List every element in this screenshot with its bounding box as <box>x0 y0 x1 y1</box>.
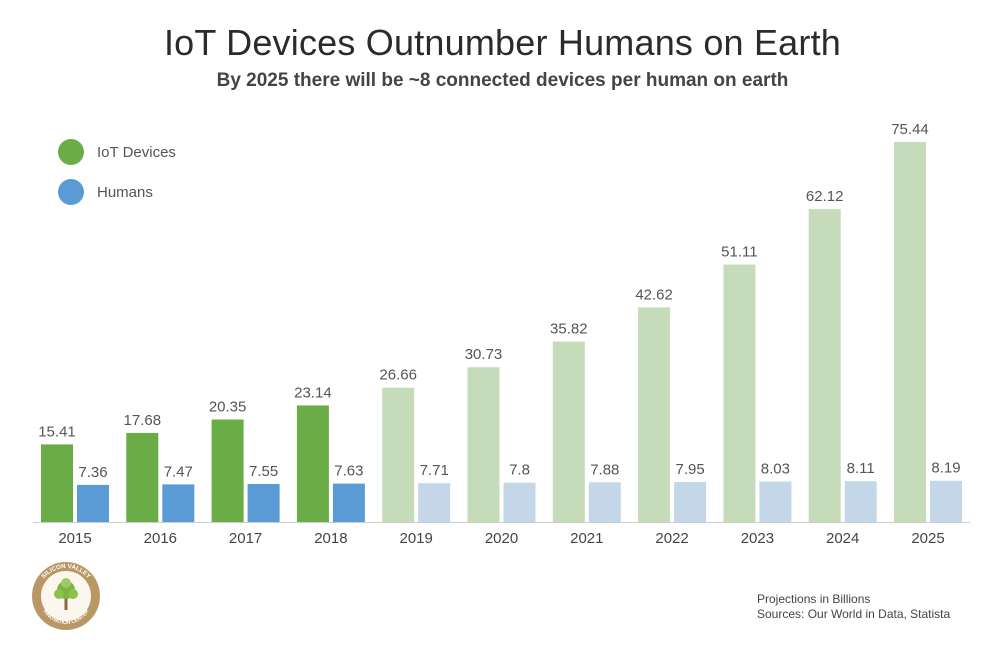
legend: IoT Devices Humans <box>58 137 176 217</box>
data-label-humans-2021: 7.88 <box>590 461 619 478</box>
data-label-humans-2016: 7.47 <box>164 463 193 480</box>
x-tick-label-2023: 2023 <box>741 530 774 547</box>
bar-iot-2020 <box>467 367 500 522</box>
bar-humans-2016 <box>162 484 195 522</box>
x-tick-label-2025: 2025 <box>911 530 944 547</box>
bar-iot-2023 <box>723 264 756 522</box>
data-label-humans-2019: 7.71 <box>420 462 449 479</box>
data-label-iot-2020: 30.73 <box>465 346 503 363</box>
data-label-humans-2020: 7.8 <box>509 462 530 479</box>
data-label-humans-2017: 7.55 <box>249 463 278 480</box>
x-tick-label-2020: 2020 <box>485 530 518 547</box>
data-label-iot-2024: 62.12 <box>806 188 844 205</box>
x-tick-label-2018: 2018 <box>314 530 347 547</box>
bar-humans-2025 <box>930 480 962 522</box>
x-tick-label-2015: 2015 <box>58 530 91 547</box>
data-label-humans-2025: 8.19 <box>931 460 960 477</box>
x-tick-label-2019: 2019 <box>400 530 433 547</box>
footer-sources: Sources: Our World in Data, Statista <box>757 607 951 621</box>
bar-humans-2017 <box>247 483 280 522</box>
x-tick-label-2024: 2024 <box>826 530 859 547</box>
x-tick-label-2022: 2022 <box>655 530 688 547</box>
bar-humans-2021 <box>588 482 621 522</box>
data-label-humans-2022: 7.95 <box>675 461 704 478</box>
bar-iot-2024 <box>808 209 841 523</box>
bar-humans-2024 <box>844 481 877 522</box>
data-label-iot-2022: 42.62 <box>635 286 673 303</box>
data-label-iot-2016: 17.68 <box>124 412 162 429</box>
bar-humans-2022 <box>674 481 707 522</box>
data-label-iot-2019: 26.66 <box>379 367 417 384</box>
legend-swatch-humans <box>58 179 84 205</box>
data-label-iot-2023: 51.11 <box>721 244 757 261</box>
data-label-iot-2017: 20.35 <box>209 398 247 415</box>
x-tick-label-2021: 2021 <box>570 530 603 547</box>
logo: SILICON VALLEY INNOVATION CENTER <box>32 562 100 630</box>
data-label-humans-2024: 8.11 <box>847 460 875 477</box>
bar-humans-2018 <box>332 483 365 522</box>
legend-item-iot: IoT Devices <box>58 137 176 167</box>
chart-title: IoT Devices Outnumber Humans on Earth <box>163 22 842 63</box>
bar-iot-2019 <box>382 387 415 522</box>
legend-item-humans: Humans <box>58 177 176 207</box>
data-label-humans-2015: 7.36 <box>78 464 107 481</box>
legend-swatch-iot <box>58 139 84 165</box>
data-label-iot-2018: 23.14 <box>294 384 332 401</box>
bar-iot-2025 <box>894 142 926 522</box>
data-label-humans-2018: 7.63 <box>334 463 363 480</box>
bar-humans-2023 <box>759 481 792 522</box>
bar-humans-2020 <box>503 482 536 522</box>
x-tick-label-2016: 2016 <box>144 530 177 547</box>
legend-label-iot: IoT Devices <box>97 143 176 161</box>
data-label-iot-2025: 75.44 <box>891 121 929 138</box>
chart-subtitle: By 2025 there will be ~8 connected devic… <box>216 70 789 91</box>
bar-iot-2022 <box>638 307 671 522</box>
bar-iot-2015 <box>41 444 73 522</box>
bar-iot-2017 <box>211 419 244 522</box>
data-label-iot-2021: 35.82 <box>550 321 588 338</box>
x-tick-label-2017: 2017 <box>229 530 262 547</box>
bar-iot-2021 <box>552 341 585 522</box>
data-label-iot-2015: 15.41 <box>38 423 76 440</box>
bar-iot-2016 <box>126 432 159 522</box>
bar-humans-2015 <box>77 484 109 522</box>
bar-humans-2019 <box>418 483 451 522</box>
footer-note: Projections in Billions Sources: Our Wor… <box>757 592 950 622</box>
footer-units: Projections in Billions <box>757 592 871 606</box>
tree-icon <box>54 578 78 610</box>
data-label-humans-2023: 8.03 <box>761 461 790 478</box>
legend-label-humans: Humans <box>97 183 153 201</box>
bar-iot-2018 <box>296 405 329 522</box>
